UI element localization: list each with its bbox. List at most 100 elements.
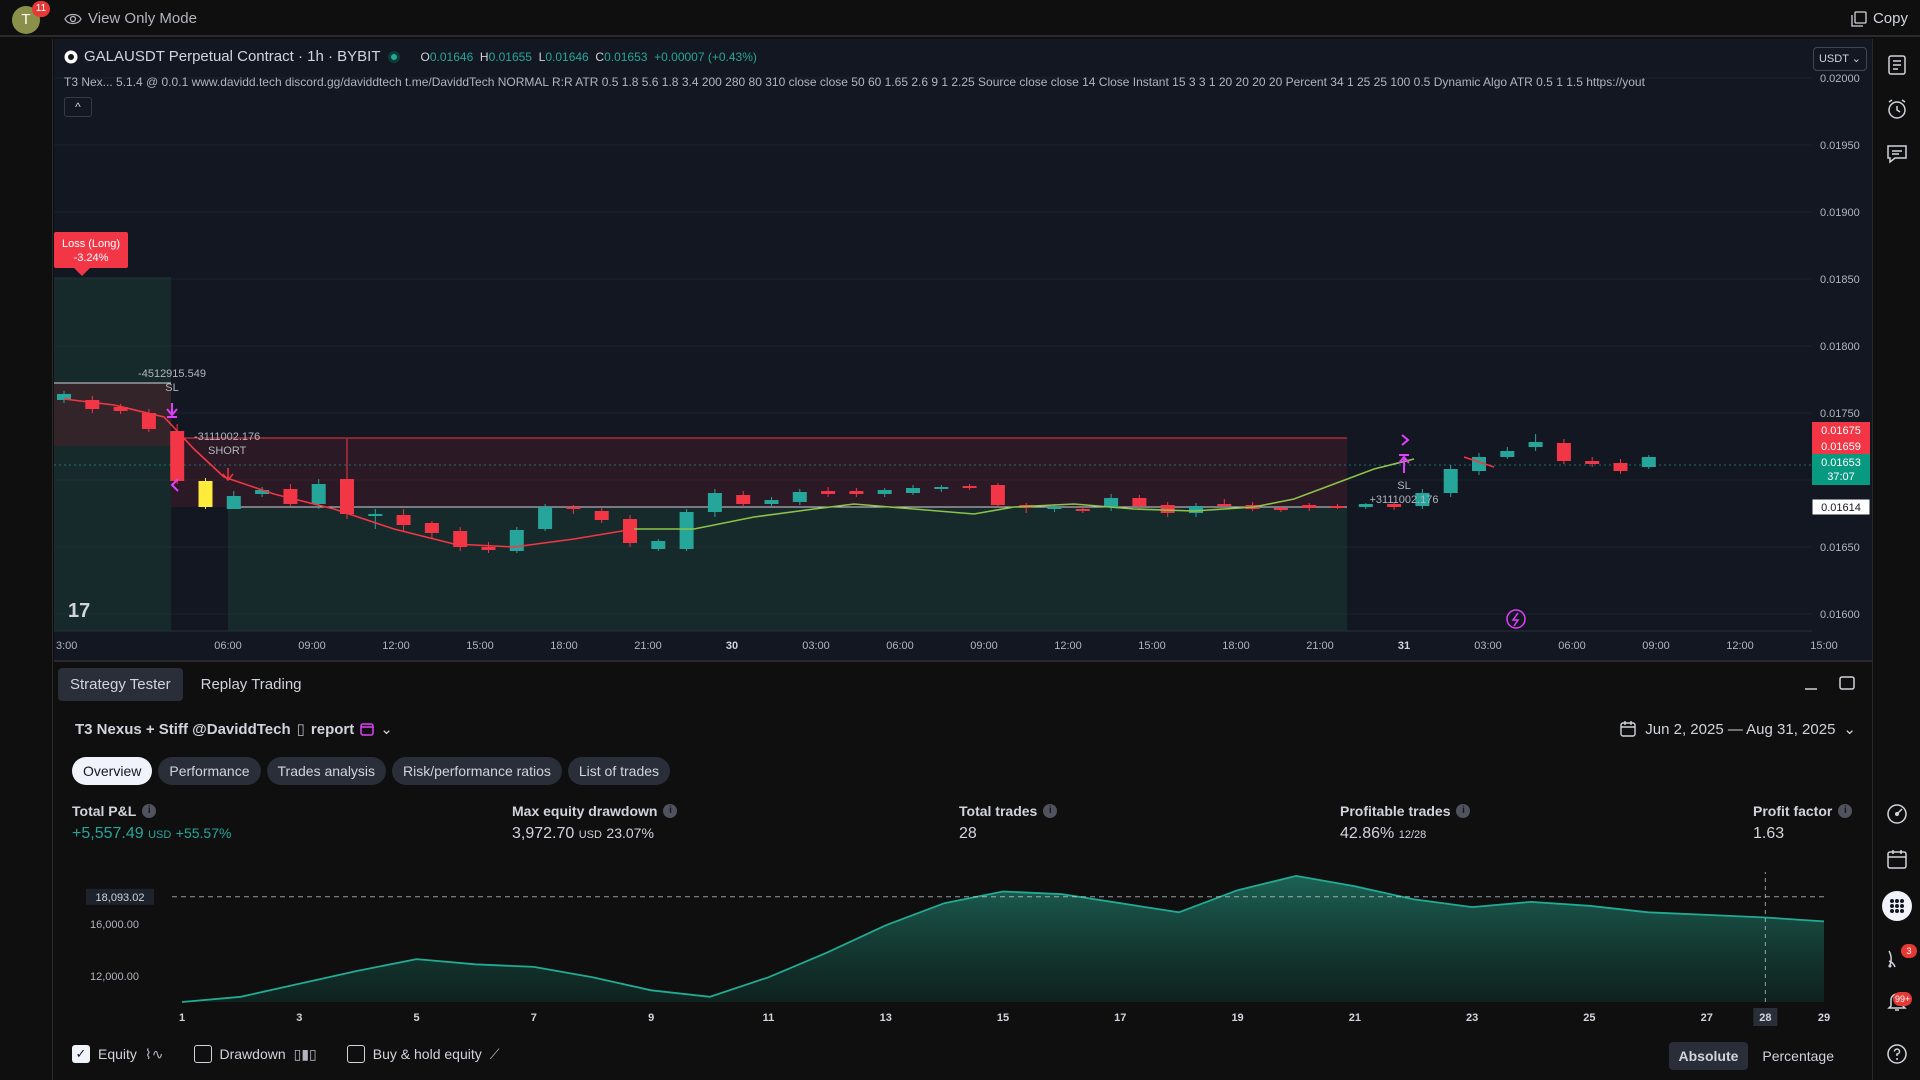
candle-body — [1528, 442, 1543, 447]
price-chart-canvas[interactable]: 0.02000 0.01950 0.01900 0.01850 0.01800 0.017… — [54, 39, 1872, 660]
subtab-risk-ratios[interactable]: Risk/performance ratios — [392, 757, 562, 785]
time-tick-label: 30 — [726, 640, 738, 652]
time-tick-label: 06:00 — [214, 640, 242, 652]
maximize-icon[interactable] — [1838, 674, 1856, 692]
time-tick-label: 12:00 — [1726, 640, 1754, 652]
info-icon[interactable]: i — [1838, 804, 1853, 818]
legend-equity[interactable]: ✓ Equity ⌇∿ — [72, 1045, 164, 1063]
candle-body — [623, 519, 637, 543]
info-icon[interactable]: i — [142, 804, 157, 818]
chat-icon[interactable] — [1885, 141, 1909, 165]
subtab-performance[interactable]: Performance — [158, 757, 261, 785]
help-icon[interactable] — [1885, 1042, 1909, 1066]
lightning-bolt — [1511, 612, 1520, 627]
legend-drawdown[interactable]: Drawdown ▯▮▯ — [193, 1045, 317, 1063]
candle-body — [1500, 451, 1515, 457]
candle-body — [1273, 508, 1288, 510]
candle-body — [538, 507, 553, 529]
calendar-icon[interactable] — [1885, 847, 1909, 871]
candle-body — [283, 489, 298, 504]
time-tick-label: 18:00 — [1222, 640, 1250, 652]
price-tick-label: 0.01800 — [1820, 341, 1860, 353]
short-risk-zone — [171, 438, 1347, 507]
price-tag-entry: 0.01659 — [1821, 441, 1861, 453]
market-status-icon — [387, 50, 400, 63]
copy-icon — [1851, 10, 1867, 27]
subtab-overview[interactable]: Overview — [72, 757, 153, 785]
short-value-label: -3111002.176 — [194, 431, 260, 443]
collapse-legend-button[interactable]: ^ — [64, 97, 92, 117]
candle-body — [141, 413, 156, 429]
candle-body — [906, 488, 920, 493]
candle-body — [1160, 505, 1175, 513]
candle-body — [368, 514, 383, 516]
minimize-icon[interactable] — [1802, 674, 1820, 692]
candle-body — [453, 531, 468, 547]
feed-badge: 3 — [1901, 944, 1917, 958]
x-tick-label: 19 — [1231, 1012, 1243, 1024]
candle-body — [85, 400, 100, 409]
x-tick-label: 15 — [997, 1012, 1009, 1024]
x-tick-label: 28 — [1759, 1012, 1771, 1024]
tab-replay-trading[interactable]: Replay Trading — [200, 676, 302, 693]
subtab-trades-analysis[interactable]: Trades analysis — [266, 757, 387, 785]
price-tag-entry-box — [1812, 438, 1870, 454]
feed-icon[interactable] — [1885, 947, 1909, 971]
info-icon[interactable]: i — [1043, 804, 1058, 818]
date-range-selector[interactable]: Jun 2, 2025 — Aug 31, 2025 ⌄ — [1619, 720, 1856, 738]
candle-body — [1585, 461, 1600, 464]
tab-strategy-tester[interactable]: Strategy Tester — [58, 668, 183, 701]
mode-absolute[interactable]: Absolute — [1668, 1042, 1749, 1070]
symbol-title[interactable]: GALAUSDT Perpetual Contract · 1h · BYBIT — [84, 48, 381, 65]
sl2-value-label: +3111002.176 — [1369, 494, 1438, 506]
exit-arrow-marker — [1398, 454, 1410, 473]
x-tick-label: 25 — [1583, 1012, 1595, 1024]
legend-buyhold[interactable]: Buy & hold equity ⟋ — [346, 1045, 500, 1063]
candle-body — [934, 487, 949, 489]
area-chart-icon: ⌇∿ — [144, 1045, 164, 1062]
info-icon[interactable]: i — [1456, 804, 1471, 818]
apps-grid-icon[interactable] — [1881, 890, 1913, 922]
price-tag-last-box — [1812, 454, 1870, 485]
candle-body — [1075, 509, 1090, 511]
candle-body — [509, 530, 524, 551]
loss-label-title: Loss (Long) — [62, 238, 120, 250]
y-tick-label: 16,000.00 — [90, 919, 139, 931]
checkbox-checked-icon[interactable]: ✓ — [72, 1045, 90, 1063]
panel-controls — [1802, 674, 1856, 692]
info-icon[interactable]: i — [663, 804, 678, 818]
candle-body — [1104, 498, 1119, 507]
indicator-legend[interactable]: T3 Nex... 5.1.4 @ 0.0.1 www.davidd.tech … — [64, 75, 1645, 89]
checkbox-icon[interactable] — [346, 1045, 365, 1063]
strategy-title[interactable]: T3 Nexus + Stiff @DaviddTech ▯ report ⌄ — [75, 720, 393, 739]
currency-select[interactable]: USDT ⌄ — [1813, 47, 1867, 71]
candle-body — [707, 493, 722, 512]
exit-arrow-marker — [166, 403, 178, 418]
moving-average-line — [63, 398, 635, 548]
price-chart[interactable]: 0.02000 0.01950 0.01900 0.01850 0.01800 0.017… — [54, 39, 1872, 660]
subtab-list-of-trades[interactable]: List of trades — [567, 757, 671, 785]
speedometer-icon[interactable] — [1885, 802, 1909, 826]
eye-icon — [64, 13, 82, 24]
chevron-down-icon[interactable]: ⌄ — [380, 721, 393, 738]
mode-percentage[interactable]: Percentage — [1762, 1048, 1834, 1064]
report-subtabs: Overview Performance Trades analysis Ris… — [72, 757, 671, 785]
candle-body — [566, 507, 581, 509]
copy-button[interactable]: Copy — [1851, 10, 1908, 27]
candle-body — [1358, 504, 1373, 507]
candle-body — [1047, 507, 1062, 509]
time-tick-label: 21:00 — [1306, 640, 1334, 652]
time-tick-label: 21:00 — [634, 640, 662, 652]
x-tick-highlight — [1753, 1008, 1778, 1026]
alarm-clock-icon[interactable] — [1885, 97, 1909, 121]
short-label: SHORT — [208, 445, 247, 457]
time-tick-label: 03:00 — [802, 640, 830, 652]
watchlist-icon[interactable] — [1885, 53, 1909, 77]
checkbox-icon[interactable] — [193, 1045, 212, 1063]
x-tick-label: 21 — [1349, 1012, 1361, 1024]
metric-total-trades: Total trades i 28 — [959, 803, 1058, 843]
equity-line — [181, 874, 1825, 1003]
candle-body — [1556, 443, 1571, 461]
candle-body — [792, 492, 807, 502]
